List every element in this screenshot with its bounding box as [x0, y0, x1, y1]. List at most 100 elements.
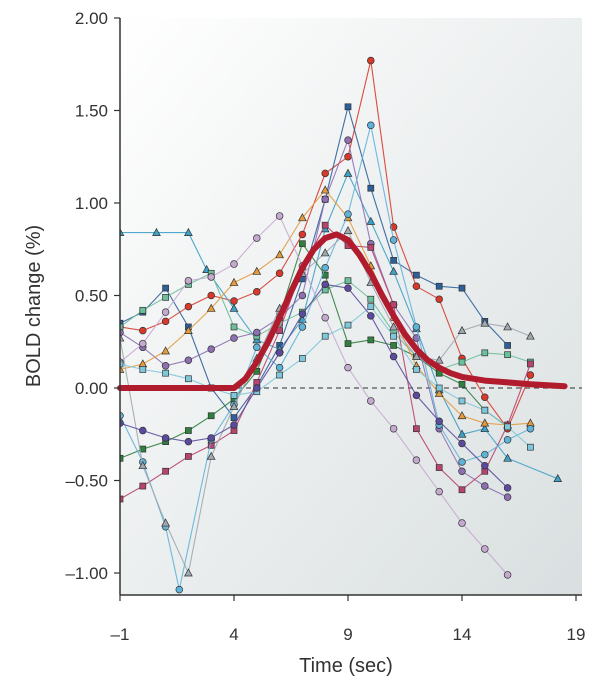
data-point: [139, 326, 147, 335]
subject-series: [120, 185, 535, 429]
data-point: [481, 482, 489, 490]
data-point: [207, 291, 215, 300]
data-point: [367, 295, 375, 303]
y-tick-label: 0.00: [75, 379, 108, 398]
axes-layer: 2.00 1.50 1.00 0.50 0.00 –0.50 –1.00 –1 4 9 14 19: [65, 9, 585, 644]
data-point: [367, 184, 375, 192]
data-point: [503, 453, 512, 462]
data-point: [252, 266, 262, 275]
data-point: [367, 56, 375, 65]
data-point: [481, 349, 489, 357]
data-point: [344, 103, 352, 111]
data-point: [275, 250, 284, 259]
data-point: [481, 406, 489, 414]
data-point: [253, 328, 261, 337]
data-point: [184, 302, 193, 311]
subject-series: [120, 212, 512, 579]
subject-series: [120, 121, 535, 594]
data-point: [434, 388, 444, 397]
data-point: [229, 303, 239, 312]
data-point: [527, 360, 534, 368]
data-point: [120, 333, 125, 342]
data-point: [321, 221, 329, 229]
data-point: [299, 240, 306, 248]
data-point: [120, 412, 124, 420]
data-point: [139, 482, 147, 490]
data-point: [321, 332, 329, 340]
data-point: [458, 439, 466, 448]
data-point: [161, 308, 170, 316]
data-point: [298, 213, 307, 222]
data-point: [367, 303, 375, 310]
data-point: [253, 343, 261, 352]
series-line: [120, 104, 508, 419]
data-point: [162, 467, 169, 475]
data-point: [230, 297, 238, 305]
data-point: [120, 227, 125, 236]
data-point: [366, 216, 376, 225]
data-point: [435, 417, 443, 426]
y-tick-label: 0.50: [75, 287, 108, 306]
data-point: [344, 277, 352, 285]
data-point: [229, 277, 239, 286]
data-point: [175, 585, 184, 594]
data-point: [344, 321, 352, 329]
data-point: [504, 351, 511, 359]
data-point: [161, 518, 170, 527]
data-point: [390, 257, 397, 264]
data-point: [389, 322, 398, 331]
data-point: [344, 284, 352, 292]
data-point: [139, 339, 147, 348]
data-point: [390, 342, 397, 349]
data-point: [343, 226, 353, 235]
data-point: [367, 244, 375, 251]
data-point: [298, 291, 307, 300]
data-point: [481, 393, 489, 402]
data-point: [320, 185, 330, 194]
data-point: [207, 273, 215, 281]
subject-series: [120, 280, 512, 492]
data-point: [299, 355, 306, 362]
data-point: [435, 282, 443, 290]
data-point: [458, 467, 466, 476]
data-point: [120, 495, 124, 503]
data-point: [435, 487, 443, 496]
series-line: [120, 242, 508, 459]
data-point: [480, 423, 490, 433]
data-point: [389, 266, 398, 275]
x-tick-label: 19: [567, 625, 586, 644]
x-tick-label: 9: [343, 625, 352, 644]
data-point: [458, 458, 466, 466]
data-point: [458, 486, 466, 494]
data-point: [504, 423, 511, 431]
data-point: [344, 210, 352, 218]
data-point: [184, 276, 193, 285]
x-tick-label: –1: [111, 625, 130, 644]
y-tick-label: –1.00: [65, 564, 108, 583]
data-point: [139, 366, 147, 373]
data-point: [344, 363, 352, 372]
data-point: [275, 363, 284, 372]
data-point: [275, 212, 284, 220]
data-point: [389, 352, 398, 361]
data-point: [298, 323, 307, 331]
data-point: [526, 424, 535, 433]
data-point: [458, 284, 466, 292]
data-point: [207, 412, 215, 420]
data-point: [139, 426, 147, 435]
x-axis-title: Time (sec): [299, 655, 393, 677]
data-point: [230, 334, 238, 342]
data-point: [503, 484, 512, 492]
data-point: [321, 280, 329, 289]
x-tick-label: 4: [229, 625, 238, 644]
data-point: [434, 355, 444, 364]
data-point: [206, 451, 216, 460]
data-point: [120, 454, 124, 462]
data-point: [367, 336, 375, 344]
data-point: [504, 342, 511, 349]
data-point: [161, 362, 170, 370]
data-point: [275, 269, 284, 278]
data-point: [321, 264, 329, 272]
data-point: [503, 436, 512, 444]
